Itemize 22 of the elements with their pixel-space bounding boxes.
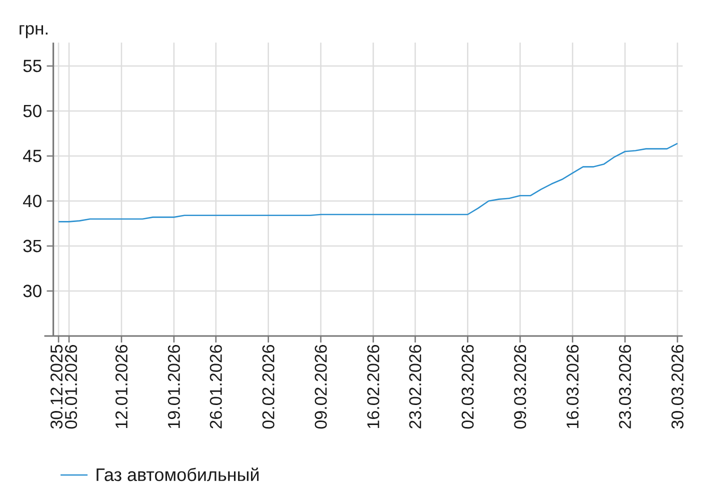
x-tick-label: 16.03.2026 bbox=[566, 344, 579, 428]
x-tick-label: 02.03.2026 bbox=[462, 344, 474, 429]
x-tick-label: 26.01.2026 bbox=[210, 344, 222, 428]
x-tick-label: 12.01.2026 bbox=[115, 344, 128, 428]
y-tick-label: 40 bbox=[23, 194, 42, 208]
y-axis-title: грн. bbox=[20, 25, 48, 38]
x-tick-label: 30.03.2026 bbox=[671, 344, 684, 429]
x-tick-label: 23.03.2026 bbox=[618, 344, 632, 428]
x-tick-label: 05.01.2026 bbox=[65, 344, 78, 429]
x-tick-label: 23.02.2026 bbox=[409, 344, 422, 428]
x-tick-label: 09.03.2026 bbox=[514, 344, 526, 429]
x-tick-label: 19.01.2026 bbox=[168, 344, 180, 428]
x-tick-label: 02.02.2026 bbox=[262, 344, 274, 429]
y-tick-label: 30 bbox=[23, 284, 42, 298]
y-tick-label: 45 bbox=[23, 150, 42, 162]
y-tick-label: 55 bbox=[23, 60, 42, 72]
y-tick-label: 50 bbox=[23, 104, 42, 118]
y-tick-label: 35 bbox=[23, 240, 42, 252]
x-tick-label: 16.02.2026 bbox=[367, 344, 380, 428]
x-tick-label: 30.12.2025 bbox=[50, 344, 63, 429]
x-tick-label: 09.02.2026 bbox=[314, 344, 327, 429]
legend-label: Газ автомобильный bbox=[96, 468, 259, 482]
